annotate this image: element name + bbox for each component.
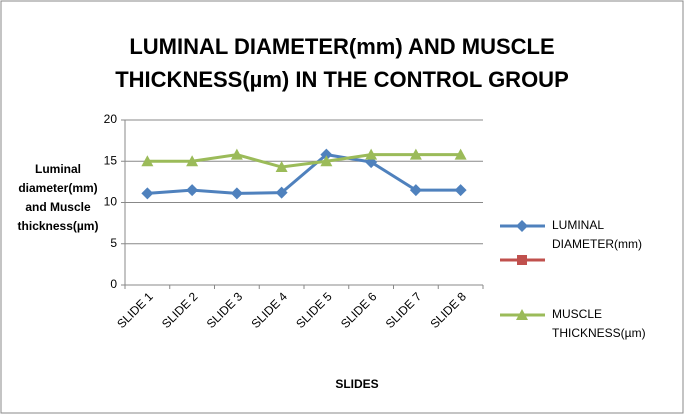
point xyxy=(230,148,243,160)
point xyxy=(186,155,199,167)
point xyxy=(454,184,467,197)
y-tick-label: 20 xyxy=(104,112,118,126)
x-tick-label: SLIDE 3 xyxy=(204,289,246,331)
y-tick-label: 5 xyxy=(110,236,117,250)
point xyxy=(365,148,378,160)
point xyxy=(230,187,243,200)
legend-label: MUSCLE THICKNESS(µm) xyxy=(552,307,646,340)
y-axis-label: Luminal diameter(mm) and Muscle thicknes… xyxy=(17,162,99,233)
point xyxy=(409,148,422,160)
x-tick-label: SLIDE 8 xyxy=(427,289,469,331)
x-tick-label: SLIDE 6 xyxy=(338,289,380,331)
point xyxy=(186,184,199,197)
x-tick-label: SLIDE 2 xyxy=(159,289,201,331)
x-tick-label: SLIDE 4 xyxy=(248,289,290,331)
x-tick-label: SLIDE 7 xyxy=(383,289,425,331)
point xyxy=(141,187,154,200)
point xyxy=(517,255,527,265)
point xyxy=(141,155,154,167)
point xyxy=(516,309,528,320)
point xyxy=(409,184,422,197)
point xyxy=(454,148,467,160)
chart-title: LUMINAL DIAMETER(mm) AND MUSCLE THICKNES… xyxy=(115,34,569,92)
legend-label: LUMINAL DIAMETER(mm) xyxy=(552,218,642,251)
x-tick-label: SLIDE 5 xyxy=(293,289,335,331)
point xyxy=(516,220,528,232)
y-tick-label: 15 xyxy=(104,153,118,167)
series-line xyxy=(147,153,461,169)
point xyxy=(320,155,333,167)
point xyxy=(275,161,288,173)
y-tick-label: 0 xyxy=(110,277,117,291)
y-tick-label: 10 xyxy=(104,195,118,209)
series-line xyxy=(147,153,461,195)
x-axis-label: SLIDES xyxy=(335,377,378,391)
point xyxy=(275,186,288,199)
x-tick-label: SLIDE 1 xyxy=(114,289,156,331)
point xyxy=(320,148,333,161)
